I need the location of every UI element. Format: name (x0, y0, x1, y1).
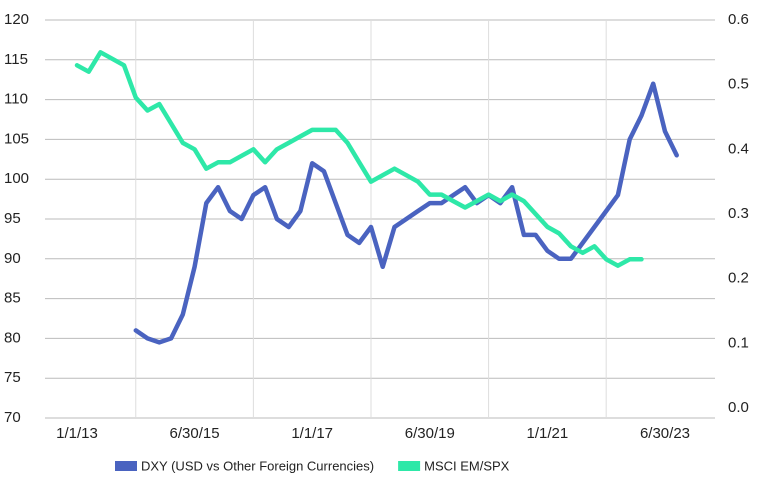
y-tick-label: 120 (4, 11, 29, 28)
y-tick-label: 90 (4, 250, 21, 267)
legend-swatch (398, 461, 421, 471)
y-tick-label: 75 (4, 369, 21, 386)
y-tick-label: 70 (4, 409, 21, 426)
y-tick-label: 80 (4, 329, 21, 346)
x-tick-label: 1/1/13 (56, 425, 98, 442)
y2-tick-label: 0.2 (728, 270, 749, 287)
legend-swatch (115, 461, 137, 471)
y-tick-label: 115 (4, 51, 28, 68)
series-line (74, 50, 644, 268)
x-tick-label: 1/1/21 (527, 425, 569, 442)
x-tick-label: 1/1/17 (291, 425, 333, 442)
x-tick-label: 6/30/23 (640, 425, 690, 442)
y2-tick-label: 0.6 (728, 11, 749, 28)
legend-label: MSCI EM/SPX (424, 458, 510, 473)
y2-tick-label: 0.5 (728, 76, 749, 93)
y2-tick-label: 0.0 (728, 399, 749, 416)
y2-tick-label: 0.4 (728, 140, 749, 157)
series-line (133, 81, 679, 345)
y2-tick-label: 0.3 (728, 205, 749, 222)
y-tick-label: 100 (4, 170, 29, 187)
y-tick-label: 110 (4, 91, 28, 108)
x-tick-label: 6/30/19 (405, 425, 455, 442)
y-tick-label: 85 (4, 290, 21, 307)
legend-label: DXY (USD vs Other Foreign Currencies) (141, 458, 374, 473)
y-tick-label: 95 (4, 210, 21, 227)
y2-tick-label: 0.1 (728, 334, 749, 351)
y-tick-label: 105 (4, 130, 29, 147)
x-tick-label: 6/30/15 (170, 425, 220, 442)
